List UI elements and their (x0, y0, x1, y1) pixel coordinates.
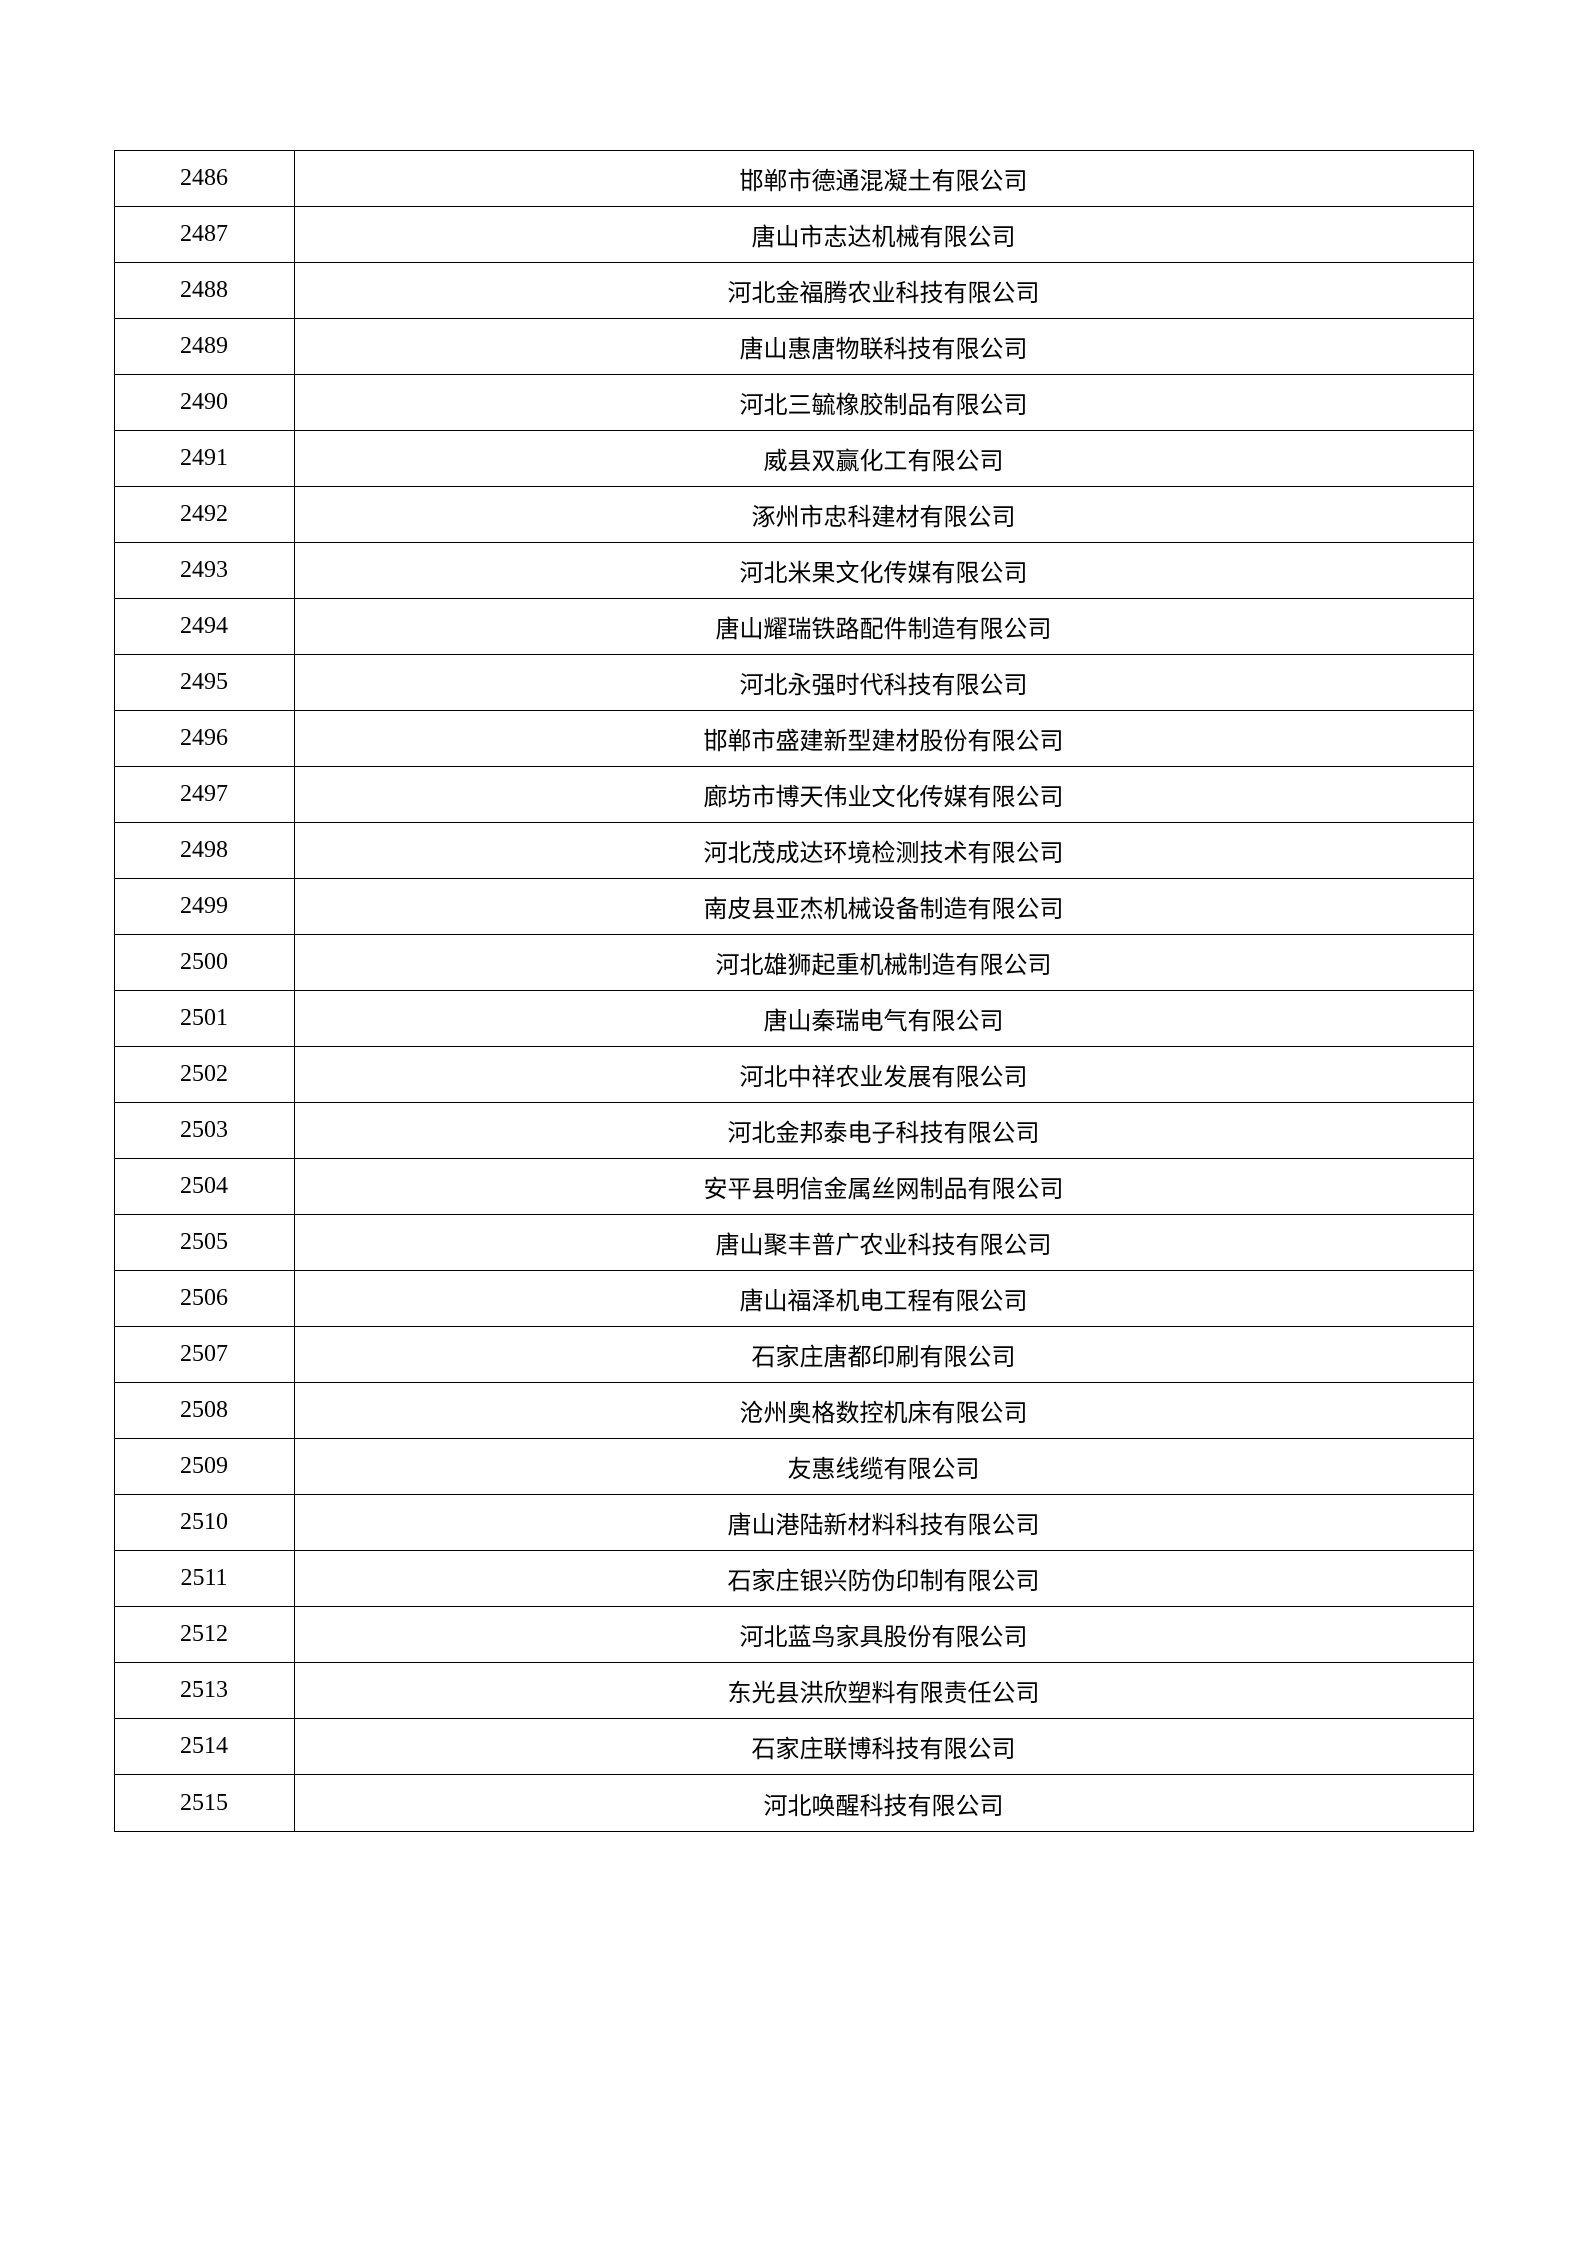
table-row: 2501唐山秦瑞电气有限公司 (115, 991, 1473, 1047)
company-id: 2486 (115, 151, 295, 206)
company-id: 2513 (115, 1663, 295, 1718)
company-name: 唐山聚丰普广农业科技有限公司 (295, 1215, 1473, 1270)
company-table: 2486邯郸市德通混凝土有限公司2487唐山市志达机械有限公司2488河北金福腾… (114, 150, 1474, 1832)
company-id: 2490 (115, 375, 295, 430)
company-name: 友惠线缆有限公司 (295, 1439, 1473, 1494)
company-id: 2511 (115, 1551, 295, 1606)
table-row: 2512河北蓝鸟家具股份有限公司 (115, 1607, 1473, 1663)
company-id: 2510 (115, 1495, 295, 1550)
table-row: 2510唐山港陆新材料科技有限公司 (115, 1495, 1473, 1551)
company-id: 2493 (115, 543, 295, 598)
company-id: 2496 (115, 711, 295, 766)
company-name: 唐山惠唐物联科技有限公司 (295, 319, 1473, 374)
table-row: 2489唐山惠唐物联科技有限公司 (115, 319, 1473, 375)
table-row: 2490河北三毓橡胶制品有限公司 (115, 375, 1473, 431)
table-row: 2498河北茂成达环境检测技术有限公司 (115, 823, 1473, 879)
company-name: 石家庄唐都印刷有限公司 (295, 1327, 1473, 1382)
company-id: 2505 (115, 1215, 295, 1270)
company-id: 2489 (115, 319, 295, 374)
table-row: 2491威县双赢化工有限公司 (115, 431, 1473, 487)
company-name: 河北中祥农业发展有限公司 (295, 1047, 1473, 1102)
table-row: 2487唐山市志达机械有限公司 (115, 207, 1473, 263)
company-name: 河北永强时代科技有限公司 (295, 655, 1473, 710)
company-name: 邯郸市盛建新型建材股份有限公司 (295, 711, 1473, 766)
company-name: 南皮县亚杰机械设备制造有限公司 (295, 879, 1473, 934)
table-row: 2508沧州奥格数控机床有限公司 (115, 1383, 1473, 1439)
company-id: 2500 (115, 935, 295, 990)
company-name: 唐山福泽机电工程有限公司 (295, 1271, 1473, 1326)
company-id: 2499 (115, 879, 295, 934)
company-id: 2501 (115, 991, 295, 1046)
table-row: 2494唐山耀瑞铁路配件制造有限公司 (115, 599, 1473, 655)
company-name: 唐山港陆新材料科技有限公司 (295, 1495, 1473, 1550)
company-id: 2487 (115, 207, 295, 262)
company-id: 2507 (115, 1327, 295, 1382)
company-id: 2508 (115, 1383, 295, 1438)
company-name: 石家庄联博科技有限公司 (295, 1719, 1473, 1774)
table-row: 2507石家庄唐都印刷有限公司 (115, 1327, 1473, 1383)
table-row: 2499南皮县亚杰机械设备制造有限公司 (115, 879, 1473, 935)
table-row: 2506唐山福泽机电工程有限公司 (115, 1271, 1473, 1327)
company-id: 2497 (115, 767, 295, 822)
company-name: 河北金福腾农业科技有限公司 (295, 263, 1473, 318)
table-row: 2486邯郸市德通混凝土有限公司 (115, 151, 1473, 207)
company-name: 河北雄狮起重机械制造有限公司 (295, 935, 1473, 990)
company-name: 石家庄银兴防伪印制有限公司 (295, 1551, 1473, 1606)
company-name: 威县双赢化工有限公司 (295, 431, 1473, 486)
table-row: 2497廊坊市博天伟业文化传媒有限公司 (115, 767, 1473, 823)
company-name: 东光县洪欣塑料有限责任公司 (295, 1663, 1473, 1718)
company-id: 2515 (115, 1775, 295, 1831)
company-name: 河北金邦泰电子科技有限公司 (295, 1103, 1473, 1158)
table-row: 2496邯郸市盛建新型建材股份有限公司 (115, 711, 1473, 767)
company-name: 河北三毓橡胶制品有限公司 (295, 375, 1473, 430)
company-name: 涿州市忠科建材有限公司 (295, 487, 1473, 542)
company-name: 安平县明信金属丝网制品有限公司 (295, 1159, 1473, 1214)
company-id: 2503 (115, 1103, 295, 1158)
company-id: 2514 (115, 1719, 295, 1774)
company-id: 2512 (115, 1607, 295, 1662)
company-name: 沧州奥格数控机床有限公司 (295, 1383, 1473, 1438)
company-id: 2494 (115, 599, 295, 654)
company-name: 廊坊市博天伟业文化传媒有限公司 (295, 767, 1473, 822)
company-name: 河北唤醒科技有限公司 (295, 1775, 1473, 1831)
table-row: 2509友惠线缆有限公司 (115, 1439, 1473, 1495)
company-name: 唐山秦瑞电气有限公司 (295, 991, 1473, 1046)
company-name: 唐山市志达机械有限公司 (295, 207, 1473, 262)
company-id: 2491 (115, 431, 295, 486)
company-id: 2504 (115, 1159, 295, 1214)
table-row: 2500河北雄狮起重机械制造有限公司 (115, 935, 1473, 991)
company-id: 2509 (115, 1439, 295, 1494)
table-row: 2503河北金邦泰电子科技有限公司 (115, 1103, 1473, 1159)
company-name: 河北米果文化传媒有限公司 (295, 543, 1473, 598)
company-id: 2492 (115, 487, 295, 542)
table-row: 2488河北金福腾农业科技有限公司 (115, 263, 1473, 319)
table-row: 2502河北中祥农业发展有限公司 (115, 1047, 1473, 1103)
company-id: 2506 (115, 1271, 295, 1326)
table-row: 2513东光县洪欣塑料有限责任公司 (115, 1663, 1473, 1719)
table-row: 2504安平县明信金属丝网制品有限公司 (115, 1159, 1473, 1215)
company-name: 河北蓝鸟家具股份有限公司 (295, 1607, 1473, 1662)
company-id: 2498 (115, 823, 295, 878)
table-row: 2505唐山聚丰普广农业科技有限公司 (115, 1215, 1473, 1271)
table-row: 2495河北永强时代科技有限公司 (115, 655, 1473, 711)
company-id: 2495 (115, 655, 295, 710)
table-row: 2493河北米果文化传媒有限公司 (115, 543, 1473, 599)
company-id: 2488 (115, 263, 295, 318)
company-name: 邯郸市德通混凝土有限公司 (295, 151, 1473, 206)
company-name: 唐山耀瑞铁路配件制造有限公司 (295, 599, 1473, 654)
table-row: 2492涿州市忠科建材有限公司 (115, 487, 1473, 543)
company-name: 河北茂成达环境检测技术有限公司 (295, 823, 1473, 878)
table-row: 2514石家庄联博科技有限公司 (115, 1719, 1473, 1775)
table-row: 2515河北唤醒科技有限公司 (115, 1775, 1473, 1831)
table-row: 2511石家庄银兴防伪印制有限公司 (115, 1551, 1473, 1607)
company-id: 2502 (115, 1047, 295, 1102)
